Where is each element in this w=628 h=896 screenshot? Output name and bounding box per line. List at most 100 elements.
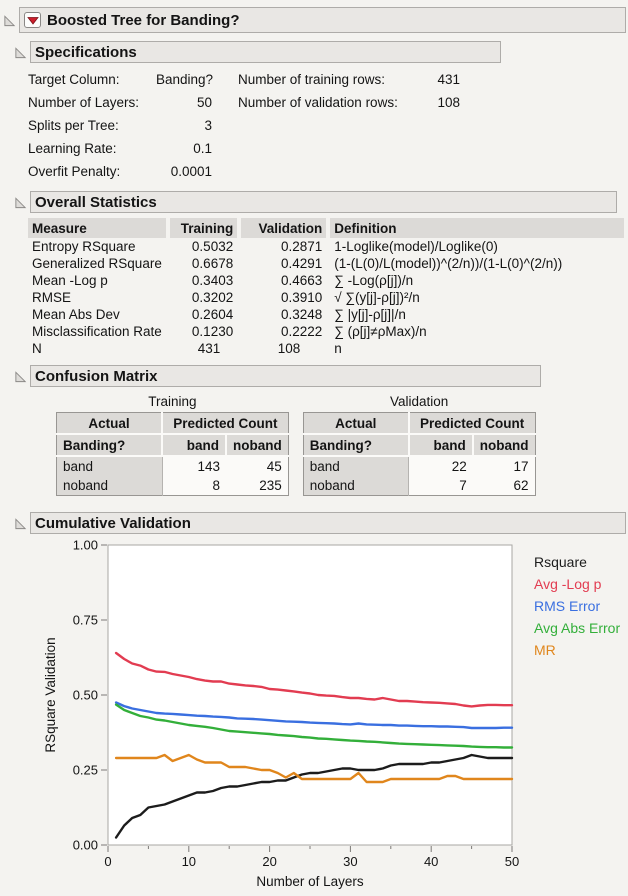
table-cell: RMSE: [32, 290, 72, 305]
table-cell: n: [334, 341, 342, 356]
disclosure-triangle-icon[interactable]: [14, 517, 27, 530]
table-cell: 0.2871: [280, 239, 323, 254]
specifications-header-bar: Specifications: [30, 41, 501, 63]
table-header-row: Banding? band noband: [303, 434, 535, 457]
table-row: Generalized RSquare 0.6678 0.4291 (1-(L(0)/…: [28, 255, 624, 272]
overall-statistics-header-row: Overall Statistics: [14, 191, 628, 213]
table-cell: 1-Loglike(model)/Loglike(0): [334, 239, 498, 254]
table-cell: ∑ |y[j]-ρ[j]|/n: [334, 307, 406, 322]
column-header: Banding?: [303, 434, 410, 457]
legend-item: MR: [534, 642, 556, 658]
count-cell: 17: [513, 459, 529, 474]
confusion-matrix-header-row: Confusion Matrix: [14, 365, 628, 387]
count-cell: 143: [197, 459, 220, 474]
disclosure-triangle-icon[interactable]: [14, 370, 27, 383]
column-header: Predicted Count: [408, 412, 535, 435]
table-row: Mean -Log p 0.3403 0.4663 ∑ -Log(ρ[j])/n: [28, 272, 624, 289]
cumulative-validation-header-bar: Cumulative Validation: [30, 512, 626, 534]
table-cell: 0.6678: [191, 256, 234, 271]
table-header-row: Measure Training Validation Definition: [28, 218, 624, 238]
spec-value: 0.1: [193, 141, 212, 156]
specifications-title: Specifications: [35, 43, 137, 61]
count-cell: 62: [513, 478, 529, 493]
legend-item: Rsquare: [534, 554, 587, 570]
table-cell: 0.3910: [280, 290, 323, 305]
spec-value: 0.0001: [170, 164, 212, 179]
row-label-cell: noband: [303, 476, 410, 496]
table-cell: 108: [277, 341, 301, 356]
spec-label: Target Column:: [28, 72, 120, 87]
plot-frame: [107, 544, 513, 846]
legend-item: Avg Abs Error: [534, 620, 621, 636]
confusion-matrix-title: Confusion Matrix: [35, 367, 158, 385]
cumulative-validation-chart-area: 0 10 20 30 40 50 0.00 0.25 0.50 0.75 1.00 Number of…: [40, 538, 628, 891]
cumulative-validation-chart: 0 10 20 30 40 50 0.00 0.25 0.50 0.75 1.00 Number of…: [43, 538, 519, 890]
y-axis-label: RSquare Validation: [43, 637, 58, 752]
specifications-body: Target Column: Banding? Number of Layers:…: [28, 68, 628, 183]
table-cell: N: [32, 341, 42, 356]
spec-value: 50: [196, 95, 212, 110]
confusion-matrix-header-bar: Confusion Matrix: [30, 365, 541, 387]
x-axis-label: Number of Layers: [256, 874, 364, 889]
column-header: noband: [224, 434, 289, 457]
confusion-validation-rows: band 22 17 noband 7 62: [303, 456, 535, 496]
overall-statistics-table: Measure Training Validation Definition E…: [24, 218, 628, 357]
spec-label: Learning Rate:: [28, 141, 117, 156]
cumulative-validation-title: Cumulative Validation: [35, 514, 191, 532]
series-line-avg-log-p: [114, 651, 514, 708]
table-cell: 431: [197, 341, 221, 356]
spec-label: Splits per Tree:: [28, 118, 119, 133]
confusion-training-rows: band 143 45 noband 8 235: [56, 456, 289, 496]
spec-value: Banding?: [156, 72, 214, 87]
disclosure-triangle-icon[interactable]: [14, 196, 27, 209]
table-cell: 0.2222: [280, 324, 323, 339]
table-header-row: Banding? band noband: [56, 434, 289, 457]
column-header: noband: [471, 434, 535, 457]
row-label-cell: noband: [56, 476, 163, 496]
confusion-table-training: Actual Predicted Count Banding? band nob…: [56, 412, 289, 496]
count-cell: 8: [212, 478, 220, 493]
table-cell: Generalized RSquare: [32, 256, 162, 271]
row-label-cell: band: [303, 456, 410, 476]
spec-label: Overfit Penalty:: [28, 164, 121, 179]
series-line-rms-error: [114, 701, 514, 730]
y-tick-label: 0.75: [73, 613, 98, 628]
table-cell: 0.3202: [191, 290, 234, 305]
column-header: Validation: [241, 218, 327, 238]
spec-value: 108: [437, 95, 460, 110]
table-header-row: Actual Predicted Count: [56, 412, 289, 435]
column-header: band: [161, 434, 226, 457]
overall-statistics-title: Overall Statistics: [35, 193, 157, 211]
table-cell: Mean Abs Dev: [32, 307, 120, 322]
table-row: band 22 17: [303, 456, 535, 476]
series-line-mr: [114, 753, 514, 784]
column-header: band: [407, 434, 473, 457]
overall-statistics-header-bar: Overall Statistics: [30, 191, 617, 213]
confusion-validation-caption: Validation: [389, 394, 449, 409]
x-tick-label: 10: [182, 854, 196, 869]
table-header-row: Actual Predicted Count: [303, 412, 535, 435]
count-cell: 235: [259, 478, 282, 493]
disclosure-triangle-icon[interactable]: [14, 46, 27, 59]
spec-value: 431: [437, 72, 460, 87]
x-tick-label: 50: [505, 854, 519, 869]
table-cell: √ ∑(y[j]-ρ[j])²/n: [334, 290, 420, 305]
table-cell: ∑ (ρ[j]≠ρMax)/n: [334, 324, 427, 339]
table-cell: 0.2604: [191, 307, 234, 322]
column-header: Definition: [330, 218, 624, 238]
disclosure-triangle-icon[interactable]: [3, 14, 16, 27]
red-triangle-menu-button[interactable]: [24, 12, 41, 28]
count-cell: 45: [266, 459, 282, 474]
x-tick-label: 0: [104, 854, 111, 869]
column-header: Actual: [303, 412, 410, 435]
table-cell: 0.5032: [191, 239, 234, 254]
table-row: Mean Abs Dev 0.2604 0.3248 ∑ |y[j]-ρ[j]|/n: [28, 306, 624, 323]
count-cell: 22: [451, 459, 467, 474]
y-tick-label: 0.00: [73, 838, 98, 853]
spec-value: 3: [204, 118, 212, 133]
cumulative-validation-header-row: Cumulative Validation: [14, 512, 628, 534]
overall-statistics-body: Entropy RSquare 0.5032 0.2871 1-Loglike(mod…: [28, 238, 624, 357]
x-tick-label: 30: [343, 854, 357, 869]
table-row: Misclassification Rate 0.1230 0.2222 ∑ (ρ[j…: [28, 323, 624, 340]
table-cell: ∑ -Log(ρ[j])/n: [334, 273, 414, 288]
